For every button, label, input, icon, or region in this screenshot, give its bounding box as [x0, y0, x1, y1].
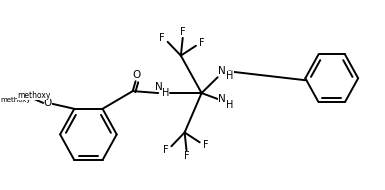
Text: N: N [218, 94, 226, 104]
Text: N: N [218, 66, 226, 76]
Text: F: F [159, 33, 165, 43]
Text: O: O [44, 98, 52, 108]
Text: F: F [199, 38, 204, 48]
Text: H: H [226, 71, 234, 81]
Text: H: H [162, 88, 169, 98]
Text: F: F [184, 151, 189, 161]
Text: methoxy: methoxy [0, 97, 31, 103]
Text: F: F [163, 145, 169, 155]
Text: H: H [226, 100, 234, 110]
Text: F: F [180, 27, 186, 37]
Text: N: N [155, 82, 163, 92]
Text: O: O [132, 70, 141, 80]
Text: methoxy: methoxy [17, 90, 50, 100]
Text: F: F [203, 140, 208, 150]
